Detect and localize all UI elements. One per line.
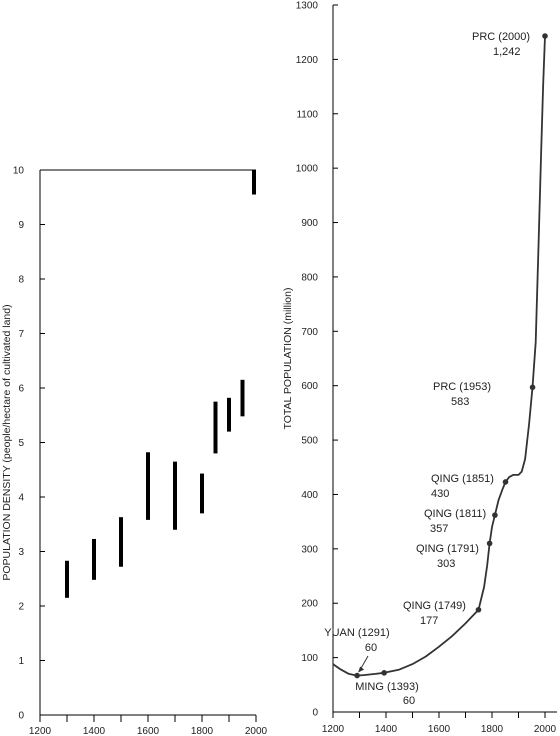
- y-tick-label: 1100: [296, 109, 318, 120]
- point-annotation-label: QING (1811): [424, 508, 486, 520]
- point-annotation-label: YUAN (1291): [324, 627, 389, 639]
- x-tick-label: 1200: [29, 726, 52, 736]
- y-tick-label: 200: [301, 599, 318, 610]
- y-tick-label: 400: [301, 490, 318, 501]
- x-tick-label: 1400: [375, 724, 398, 735]
- population-density-chart: 0 1 2 3 4 5 6 7 8 9 10 1200 1400 1600 1800 2000 POPULATI…: [1, 166, 268, 736]
- data-point: [381, 670, 387, 676]
- x-tick-label: 1800: [191, 726, 214, 736]
- point-annotation-label: PRC (2000): [472, 31, 530, 43]
- y-tick-label: 2: [18, 602, 24, 613]
- y-tick-label: 300: [301, 544, 318, 555]
- point-annotation-value: 303: [437, 558, 455, 570]
- x-tick-label: 2000: [245, 726, 268, 736]
- total-population-chart: 0 100 200 300 400 500 600 700 800 900 1000 1100 1200…: [282, 1, 557, 735]
- y-tick-label: 4: [18, 493, 24, 504]
- y-tick-label: 10: [13, 166, 25, 177]
- point-annotation-label: PRC (1953): [433, 381, 491, 393]
- x-tick-label: 1800: [481, 724, 504, 735]
- point-annotation-value: 430: [431, 488, 449, 500]
- point-annotation-label: QING (1791): [416, 543, 479, 555]
- point-annotation-value: 357: [430, 523, 448, 535]
- data-point: [502, 479, 509, 485]
- data-point: [354, 672, 360, 679]
- data-point: [492, 512, 498, 518]
- y-tick-label: 7: [18, 329, 24, 340]
- y-tick-label: 900: [301, 218, 318, 229]
- data-point: [486, 540, 493, 547]
- point-annotation-value: 60: [365, 642, 377, 654]
- x-tick-label: 1200: [322, 724, 345, 735]
- point-annotation-value: 583: [451, 396, 469, 408]
- data-point: [529, 384, 536, 391]
- y-tick-label: 0: [312, 708, 318, 719]
- y-tick-label: 1: [18, 656, 24, 667]
- point-annotation-value: 60: [403, 695, 415, 707]
- x-tick-label: 2000: [534, 724, 557, 735]
- data-point: [542, 33, 548, 39]
- y-tick-label: 8: [18, 275, 24, 286]
- y-tick-label: 1000: [296, 164, 319, 175]
- y-tick-label: 0: [18, 711, 24, 722]
- y-tick-label: 800: [301, 272, 318, 283]
- data-point: [475, 606, 482, 613]
- point-annotation-label: QING (1851): [431, 473, 494, 485]
- y-tick-label: 500: [301, 436, 318, 447]
- y-axis-title: POPULATION DENSITY (people/hectare of cu…: [1, 304, 13, 580]
- y-tick-label: 100: [301, 653, 318, 664]
- x-tick-label: 1600: [428, 724, 451, 735]
- point-annotation-label: MING (1393): [355, 681, 419, 693]
- y-tick-label: 6: [18, 384, 24, 395]
- y-axis-title: TOTAL POPULATION (million): [282, 288, 294, 430]
- point-annotation-value: 177: [420, 615, 438, 627]
- y-tick-label: 600: [301, 381, 318, 392]
- x-tick-label: 1400: [83, 726, 106, 736]
- y-tick-label: 5: [18, 438, 24, 449]
- yuan-arrow-head: [358, 666, 365, 673]
- y-tick-label: 700: [301, 327, 318, 338]
- y-tick-label: 1300: [296, 1, 319, 12]
- y-tick-label: 1200: [296, 55, 319, 66]
- population-curve: [332, 35, 546, 677]
- point-annotation-value: 1,242: [493, 46, 521, 58]
- y-tick-label: 3: [18, 547, 24, 558]
- y-tick-label: 9: [18, 220, 24, 231]
- point-annotation-label: QING (1749): [403, 600, 466, 612]
- x-tick-label: 1600: [137, 726, 160, 736]
